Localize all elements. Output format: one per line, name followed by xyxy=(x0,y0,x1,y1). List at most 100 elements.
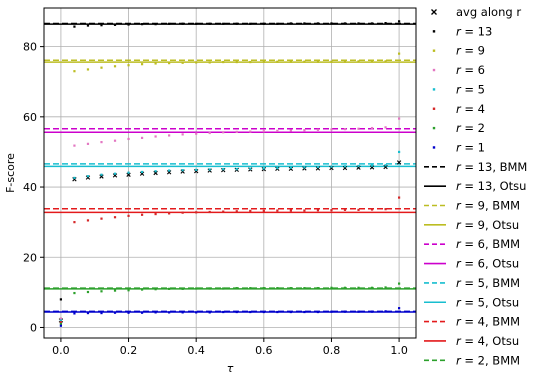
data-point xyxy=(357,310,360,313)
legend-label: r = 6, Otsu xyxy=(456,257,519,271)
legend-item: r = 4, BMM xyxy=(424,315,520,329)
data-point xyxy=(208,210,211,214)
data-point xyxy=(154,170,157,173)
data-point xyxy=(357,164,360,168)
data-point xyxy=(303,60,306,63)
y-tick-label: 60 xyxy=(23,111,37,124)
data-point xyxy=(181,311,184,314)
data-point xyxy=(276,129,279,132)
data-point xyxy=(316,209,320,212)
x-tick-label: 0.2 xyxy=(120,344,138,357)
data-point xyxy=(113,23,117,26)
data-point xyxy=(276,166,279,170)
avg-marker xyxy=(112,173,118,178)
data-point xyxy=(370,310,374,313)
data-point xyxy=(235,60,238,64)
data-point xyxy=(127,289,130,292)
data-point xyxy=(195,22,198,25)
x-axis-label: τ xyxy=(227,362,234,375)
data-point xyxy=(140,213,144,216)
data-point xyxy=(113,289,117,292)
data-point xyxy=(113,139,117,142)
data-point xyxy=(73,176,76,180)
data-point xyxy=(168,134,171,137)
legend-item: r = 13, Otsu xyxy=(424,179,526,193)
data-point xyxy=(168,287,171,290)
data-point xyxy=(100,173,103,176)
avg-marker xyxy=(99,174,104,179)
data-point xyxy=(316,128,320,131)
data-point xyxy=(289,22,292,25)
plot-frame xyxy=(43,7,417,339)
data-point xyxy=(289,287,292,290)
data-point xyxy=(370,126,374,130)
data-point xyxy=(357,208,360,211)
data-point xyxy=(181,22,184,25)
avg-marker xyxy=(193,169,199,174)
legend-item: r = 5 xyxy=(432,82,485,96)
legend-item: r = 9, BMM xyxy=(424,199,520,213)
data-point xyxy=(181,61,184,64)
data-point xyxy=(370,22,374,25)
data-point xyxy=(397,282,401,285)
y-axis-label: F-score xyxy=(4,153,17,193)
data-point xyxy=(397,196,401,199)
data-point xyxy=(357,286,360,289)
data-point xyxy=(330,60,333,63)
data-point xyxy=(289,310,292,314)
data-point xyxy=(222,287,225,290)
data-point xyxy=(330,22,333,25)
legend-item: r = 5, Otsu xyxy=(424,295,519,309)
legend-item: r = 2 xyxy=(432,121,485,135)
data-point xyxy=(222,210,225,213)
data-point xyxy=(154,62,157,65)
avg-marker xyxy=(369,165,375,170)
y-tick-label: 0 xyxy=(30,321,37,334)
avg-marker xyxy=(166,170,172,175)
data-point xyxy=(140,170,144,174)
x-tick-label: 0.4 xyxy=(187,344,205,357)
data-point xyxy=(370,286,374,289)
legend-item: r = 4, Otsu xyxy=(424,334,519,348)
legend-label: r = 9, BMM xyxy=(456,199,520,213)
data-point xyxy=(168,311,171,314)
data-point xyxy=(140,311,144,314)
x-tick-label: 0.6 xyxy=(255,344,273,357)
avg-marker xyxy=(315,166,321,171)
data-point xyxy=(59,321,63,324)
data-point xyxy=(303,287,306,290)
data-point xyxy=(86,290,90,294)
data-point xyxy=(276,22,279,25)
data-point xyxy=(384,21,387,25)
data-point xyxy=(357,60,360,63)
data-point xyxy=(73,291,76,295)
legend-label: r = 6, BMM xyxy=(456,237,520,251)
data-point xyxy=(249,287,252,290)
data-point xyxy=(249,310,252,314)
data-point xyxy=(73,221,76,224)
legend-label: avg along r xyxy=(456,5,521,19)
avg-marker xyxy=(356,165,361,170)
data-point xyxy=(140,23,144,26)
data-point xyxy=(235,130,238,134)
data-point xyxy=(208,61,211,64)
legend-item: avg along r xyxy=(431,5,521,19)
data-point xyxy=(100,66,103,69)
data-point xyxy=(100,290,103,293)
data-point xyxy=(370,60,374,63)
data-point xyxy=(235,210,238,213)
data-point xyxy=(249,22,252,25)
data-point xyxy=(289,60,292,63)
data-point xyxy=(86,311,90,315)
legend-label: r = 13 xyxy=(456,24,492,38)
data-point xyxy=(330,128,333,131)
data-point xyxy=(195,132,198,135)
data-point xyxy=(370,208,374,211)
data-point xyxy=(140,63,144,66)
legend-item: r = 13 xyxy=(432,24,492,38)
data-point xyxy=(154,23,157,26)
data-point xyxy=(262,310,265,314)
data-point xyxy=(235,22,238,25)
legend-label: r = 4, BMM xyxy=(456,315,520,329)
legend-label: r = 13, Otsu xyxy=(456,179,526,193)
